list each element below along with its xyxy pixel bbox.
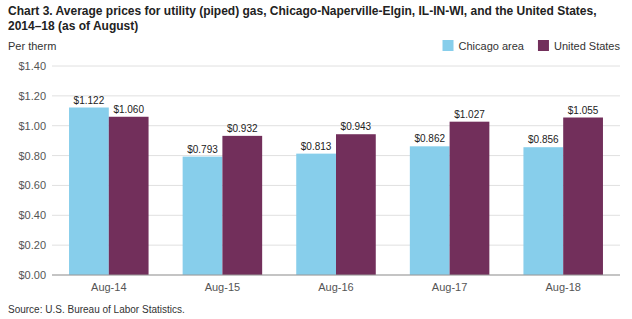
bar	[336, 134, 376, 275]
grid-line	[52, 95, 620, 96]
legend: Chicago area United States	[443, 40, 621, 52]
y-tick-label: $1.40	[18, 60, 46, 72]
y-tick-label: $0.60	[18, 179, 46, 191]
data-label: $1.027	[454, 109, 485, 120]
y-tick-label: $1.20	[18, 90, 46, 102]
data-labels: $1.122 $0.793 $0.813 $0.862 $0.856 $1.060 $0.9…	[74, 95, 599, 155]
chart: Chart 3. Average prices for utility (pip…	[0, 0, 632, 319]
legend-label: United States	[554, 40, 621, 52]
y-tick-label: $0.80	[18, 150, 46, 162]
bars	[69, 108, 603, 275]
bar	[296, 154, 336, 275]
x-axis-line	[52, 275, 620, 276]
y-tick-label: $1.00	[18, 120, 46, 132]
data-label: $0.856	[528, 134, 559, 145]
y-tick-label: $0.00	[18, 269, 46, 281]
grid-line	[52, 66, 620, 67]
y-axis: $0.00 $0.20 $0.40 $0.60 $0.80 $1.00 $1.20 $1.40	[18, 60, 620, 281]
x-axis: Aug-14 Aug-15 Aug-16 Aug-17 Aug-18	[52, 275, 620, 293]
title-line: Chart 3. Average prices for utility (pip…	[8, 4, 597, 18]
data-label: $1.122	[74, 95, 105, 106]
y-tick-label: $0.20	[18, 239, 46, 251]
bar	[450, 122, 490, 275]
x-tick-label: Aug-17	[432, 281, 467, 293]
bar	[523, 147, 563, 275]
bar	[183, 157, 223, 275]
bar	[222, 136, 262, 275]
bar	[69, 108, 109, 275]
x-tick-label: Aug-14	[91, 281, 126, 293]
data-label: $0.813	[301, 141, 332, 152]
grid-line	[52, 275, 620, 276]
x-tick-label: Aug-15	[205, 281, 240, 293]
title: Chart 3. Average prices for utility (pip…	[8, 4, 597, 33]
y-axis-label: Per therm	[8, 40, 56, 52]
source-note: Source: U.S. Bureau of Labor Statistics.	[8, 304, 185, 315]
x-tick-label: Aug-18	[545, 281, 580, 293]
data-label: $0.793	[187, 144, 218, 155]
bar	[563, 118, 603, 275]
data-label: $1.060	[113, 104, 144, 115]
bar	[109, 117, 149, 275]
bar	[410, 146, 450, 275]
y-tick-label: $0.40	[18, 209, 46, 221]
legend-swatch	[443, 40, 454, 51]
x-tick-label: Aug-16	[318, 281, 353, 293]
data-label: $0.943	[341, 121, 372, 132]
legend-swatch	[538, 40, 549, 51]
data-label: $0.862	[414, 133, 445, 144]
data-label: $0.932	[227, 123, 258, 134]
title-line: 2014–18 (as of August)	[8, 19, 138, 33]
data-label: $1.055	[568, 105, 599, 116]
background	[0, 0, 632, 319]
legend-label: Chicago area	[459, 40, 525, 52]
